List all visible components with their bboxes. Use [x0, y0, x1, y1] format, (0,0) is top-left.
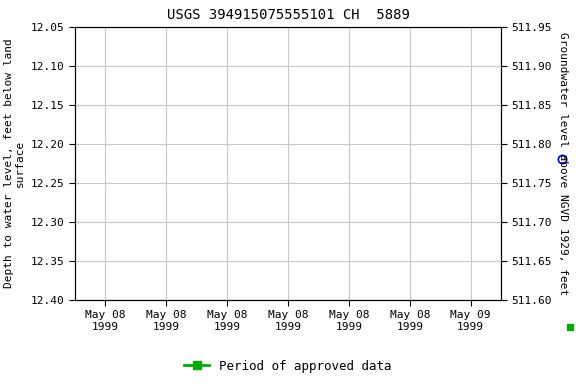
Title: USGS 394915075555101 CH  5889: USGS 394915075555101 CH 5889 [166, 8, 410, 22]
Y-axis label: Depth to water level, feet below land
surface: Depth to water level, feet below land su… [3, 38, 25, 288]
Y-axis label: Groundwater level above NGVD 1929, feet: Groundwater level above NGVD 1929, feet [558, 31, 567, 295]
Legend: Period of approved data: Period of approved data [179, 355, 397, 378]
